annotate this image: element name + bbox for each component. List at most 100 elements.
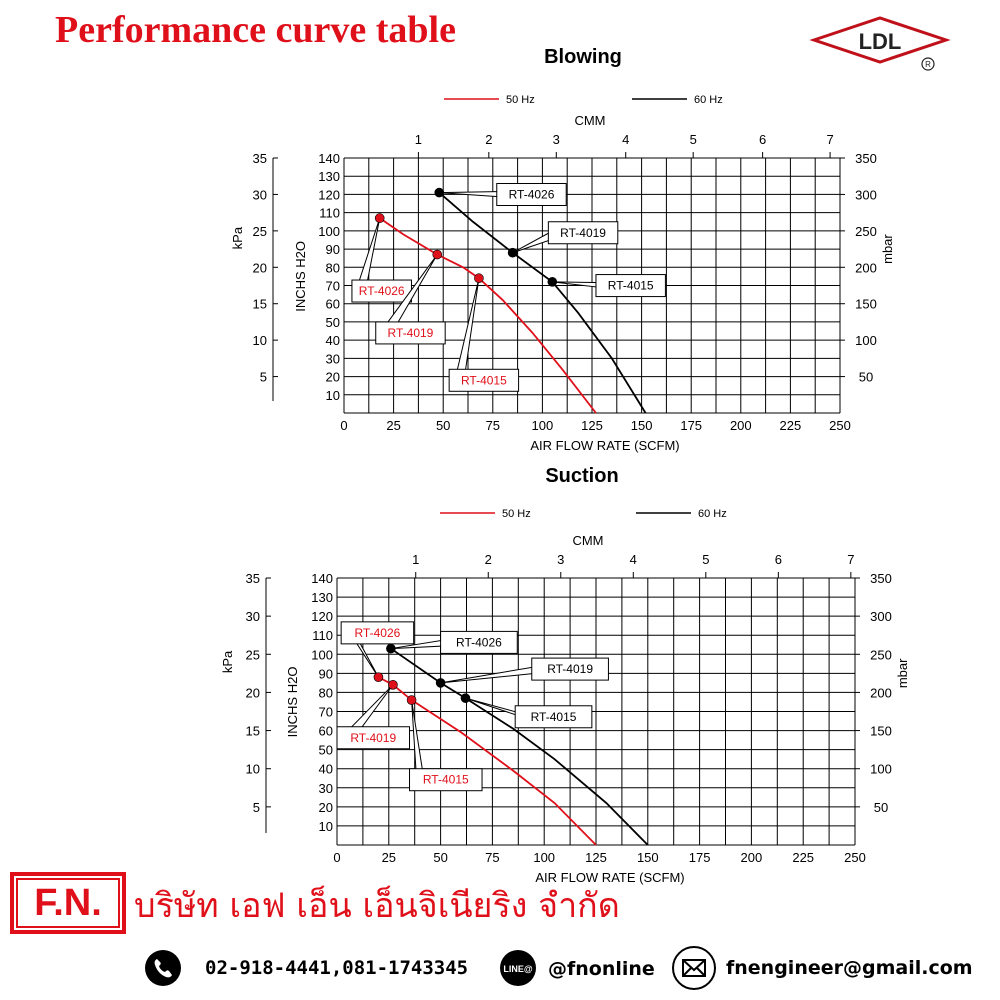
kpa-tick-label: 5: [253, 800, 260, 815]
callout-label: RT-4015: [423, 773, 469, 787]
x-tick-label: 225: [780, 418, 802, 433]
kpa-tick-label: 25: [253, 224, 267, 239]
callout-box: [336, 726, 411, 750]
svg-text:R: R: [925, 60, 931, 69]
line-icon[interactable]: LINE@: [500, 950, 536, 986]
mbar-tick-label: 300: [870, 609, 892, 624]
callout-box: [440, 630, 518, 654]
inchs-tick-label: 40: [326, 333, 340, 348]
inchs-tick-label: 90: [326, 242, 340, 257]
mbar-tick-label: 350: [855, 151, 877, 166]
page-title: Performance curve table: [55, 9, 456, 51]
inchs-tick-label: 10: [319, 819, 333, 834]
callout-label: RT-4015: [608, 279, 654, 293]
callout-box: [340, 621, 415, 645]
kpa-tick-label: 15: [253, 297, 267, 312]
inchs-tick-label: 100: [318, 224, 340, 239]
inchs-tick-label: 120: [311, 609, 333, 624]
brand-label: LDL: [859, 29, 902, 54]
phone-number[interactable]: 02-918-4441,081-1743345: [205, 957, 469, 979]
data-point: [434, 187, 445, 198]
x-axis-label: AIR FLOW RATE (SCFM): [535, 870, 684, 885]
inchs-axis-label: INCHS H2O: [285, 667, 300, 738]
cmm-axis-label: CMM: [572, 533, 603, 548]
x-tick-label: 75: [485, 850, 499, 865]
company-name: บริษัท เอฟ เอ็น เอ็นจิเนียริง จำกัด: [134, 886, 620, 926]
cmm-tick-label: 7: [847, 552, 854, 567]
cmm-tick-label: 3: [553, 132, 560, 147]
x-tick-label: 0: [340, 418, 347, 433]
callout-box: [547, 221, 619, 245]
inchs-tick-label: 80: [326, 260, 340, 275]
fn-logo: F.N.: [10, 872, 126, 934]
chart-title: Blowing: [544, 46, 622, 68]
email-address[interactable]: fnengineer@gmail.com: [726, 957, 973, 979]
cmm-tick-label: 3: [557, 552, 564, 567]
x-tick-label: 200: [741, 850, 763, 865]
x-tick-label: 125: [581, 418, 603, 433]
cmm-tick-label: 1: [412, 552, 419, 567]
callout-label: RT-4026: [354, 626, 400, 640]
line-id[interactable]: @fnonline: [548, 958, 655, 980]
kpa-tick-label: 20: [246, 685, 260, 700]
cmm-tick-label: 7: [826, 132, 833, 147]
phone-icon[interactable]: [145, 950, 181, 986]
kpa-tick-label: 25: [246, 647, 260, 662]
fn-logo-label: F.N.: [16, 878, 120, 928]
inchs-tick-label: 60: [319, 724, 333, 739]
inchs-tick-label: 50: [326, 315, 340, 330]
inchs-tick-label: 70: [326, 279, 340, 294]
cmm-tick-label: 4: [630, 552, 637, 567]
inchs-tick-label: 110: [312, 628, 333, 643]
mbar-axis-label: mbar: [880, 234, 895, 264]
x-tick-label: 125: [585, 850, 607, 865]
callout-pointer: [440, 665, 549, 684]
mbar-tick-label: 200: [855, 260, 877, 275]
data-point: [388, 679, 398, 690]
cmm-tick-label: 6: [759, 132, 766, 147]
inchs-tick-label: 130: [311, 590, 333, 605]
data-point: [547, 277, 558, 287]
inchs-tick-label: 50: [319, 743, 333, 758]
inchs-tick-label: 130: [318, 169, 340, 184]
mbar-tick-label: 250: [870, 647, 892, 662]
chart-title: Suction: [545, 465, 618, 487]
data-point: [374, 213, 385, 223]
data-point: [406, 695, 417, 705]
x-axis-label: AIR FLOW RATE (SCFM): [530, 438, 679, 453]
cmm-tick-label: 1: [415, 132, 422, 147]
kpa-tick-label: 10: [246, 762, 260, 777]
mbar-tick-label: 100: [870, 762, 892, 777]
kpa-tick-label: 20: [253, 260, 267, 275]
inchs-tick-label: 60: [326, 297, 340, 312]
kpa-tick-label: 35: [246, 571, 260, 586]
inchs-tick-label: 20: [326, 370, 340, 385]
x-tick-label: 0: [333, 850, 340, 865]
cmm-tick-label: 2: [485, 132, 492, 147]
cmm-tick-label: 5: [690, 132, 697, 147]
inchs-tick-label: 40: [319, 762, 333, 777]
callout-label: RT-4026: [509, 188, 555, 202]
callout-box: [531, 657, 609, 681]
inchs-axis-label: INCHS H2O: [293, 241, 308, 312]
mbar-tick-label: 100: [855, 333, 877, 348]
x-tick-label: 50: [433, 850, 447, 865]
data-point: [432, 249, 443, 260]
callout-box: [595, 274, 666, 298]
callout-box: [375, 321, 446, 345]
email-icon[interactable]: [672, 946, 716, 990]
cmm-axis-label: CMM: [574, 113, 605, 128]
x-tick-label: 75: [486, 418, 500, 433]
svg-text:LINE@: LINE@: [503, 964, 533, 974]
mbar-tick-label: 150: [855, 297, 877, 312]
inchs-tick-label: 120: [318, 187, 340, 202]
inchs-tick-label: 30: [319, 781, 333, 796]
x-tick-label: 100: [533, 850, 555, 865]
cmm-tick-label: 2: [485, 552, 492, 567]
kpa-axis-label: kPa: [220, 650, 235, 673]
x-tick-label: 150: [637, 850, 659, 865]
cmm-tick-label: 5: [702, 552, 709, 567]
mbar-tick-label: 250: [855, 224, 877, 239]
x-tick-label: 250: [844, 850, 866, 865]
